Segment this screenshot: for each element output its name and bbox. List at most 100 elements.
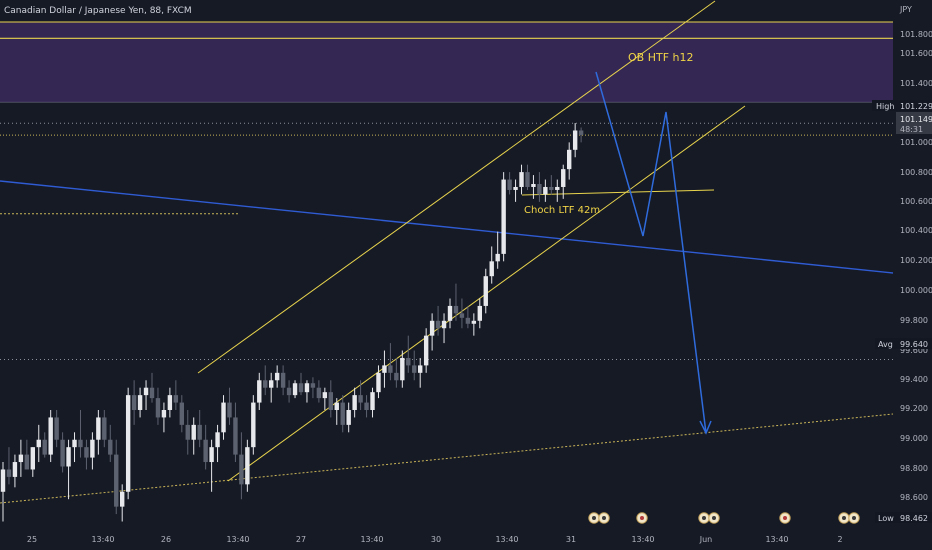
order-block-zone <box>0 21 893 103</box>
candle-body <box>477 305 482 321</box>
candle-body <box>280 372 286 388</box>
x-axis-tick: 13:40 <box>631 535 654 544</box>
candle-body <box>131 395 137 411</box>
candle-body <box>221 402 226 433</box>
projection-path <box>595 71 707 434</box>
candle-body <box>459 313 465 318</box>
candle-body <box>406 357 411 366</box>
candle-body <box>525 172 530 187</box>
candle-body <box>90 439 95 458</box>
event-marker-dot <box>852 516 856 520</box>
candle-body <box>423 335 429 366</box>
y-axis-tick: 100.800 <box>900 168 932 177</box>
candle-body <box>429 320 435 336</box>
y-axis-tick: 101.000 <box>900 138 932 147</box>
x-axis-tick: 25 <box>27 535 37 544</box>
candle-body <box>555 186 560 190</box>
event-marker-dot <box>640 516 644 520</box>
projection-arrowhead <box>699 420 712 435</box>
candle-body <box>519 172 524 187</box>
candle-body <box>400 357 405 381</box>
candle-body <box>352 395 357 411</box>
x-axis-tick: 2 <box>837 535 842 544</box>
candle-body <box>346 410 351 425</box>
high-value-box <box>898 100 932 111</box>
avg-tag: Avg <box>878 340 893 349</box>
avg-value-box <box>897 338 932 349</box>
x-axis-tick: 13:40 <box>765 535 788 544</box>
last-price-box <box>896 112 932 134</box>
candle-body <box>549 186 554 190</box>
candle-body <box>382 365 387 373</box>
x-axis-tick: Jun <box>699 535 713 544</box>
candle-body <box>191 424 196 440</box>
candle-body <box>561 169 566 187</box>
candle-body <box>316 387 322 399</box>
event-marker-dot <box>602 516 606 520</box>
event-marker-dot <box>702 516 706 520</box>
candle-body <box>304 383 310 393</box>
candle-body <box>42 439 47 455</box>
event-marker-dot <box>783 516 787 520</box>
candle-body <box>102 417 107 440</box>
candle-body <box>292 383 298 396</box>
x-axis-tick: 30 <box>431 535 441 544</box>
candle-body <box>447 305 453 321</box>
candle-body <box>495 253 500 262</box>
candle-body <box>84 447 89 458</box>
candle-body <box>161 410 167 418</box>
candle-body <box>36 439 41 448</box>
low-value: 98.462 <box>900 514 928 523</box>
last-price-value: 101.149 <box>900 115 932 124</box>
candle-body <box>143 387 149 396</box>
candle-body <box>108 439 113 455</box>
y-axis-tick: 99.000 <box>900 434 928 443</box>
candle-body <box>364 402 369 411</box>
candle-body <box>245 447 250 485</box>
candle-body <box>6 469 12 477</box>
candle-body <box>179 402 184 425</box>
candle-body <box>167 395 173 411</box>
candle-body <box>54 417 59 440</box>
x-axis-tick: 13:40 <box>91 535 114 544</box>
y-axis-tick: 99.400 <box>900 375 928 384</box>
y-axis-tick: 101.600 <box>900 49 932 58</box>
candle-body <box>233 417 238 455</box>
choch-line <box>521 189 715 196</box>
x-axis-tick: 13:40 <box>226 535 249 544</box>
high-tag: High <box>876 102 894 111</box>
candle-body <box>513 186 518 190</box>
candle-body <box>173 395 179 403</box>
candle-body <box>412 365 417 373</box>
candle-body <box>453 305 459 314</box>
y-axis-tick: 101.800 <box>900 30 932 39</box>
candle-body <box>30 447 35 470</box>
candle-body <box>125 395 131 492</box>
candle-body <box>66 447 71 467</box>
candle-body <box>441 320 447 329</box>
y-axis-tick: 99.600 <box>900 346 928 355</box>
candle-body <box>483 276 488 306</box>
y-axis-tick: 99.200 <box>900 404 928 413</box>
low-tag-box <box>875 512 897 523</box>
candle-body <box>322 392 328 399</box>
candle-body <box>531 184 536 187</box>
y-axis-tick: 101.400 <box>900 79 932 88</box>
candle-body <box>155 398 161 418</box>
x-axis-tick: 31 <box>566 535 576 544</box>
candle-body <box>507 179 512 190</box>
candle-body <box>227 402 232 418</box>
candle-body <box>120 491 125 507</box>
y-axis-tick: 100.600 <box>900 197 932 206</box>
candle-body <box>137 395 143 411</box>
candle-body <box>72 439 77 448</box>
event-marker-dot <box>592 516 596 520</box>
candle-body <box>239 454 244 485</box>
candle-body <box>12 462 18 477</box>
candle-body <box>0 469 6 492</box>
y-axis-tick: 99.800 <box>900 316 928 325</box>
candle-body <box>543 186 548 195</box>
x-axis-tick: 13:40 <box>360 535 383 544</box>
